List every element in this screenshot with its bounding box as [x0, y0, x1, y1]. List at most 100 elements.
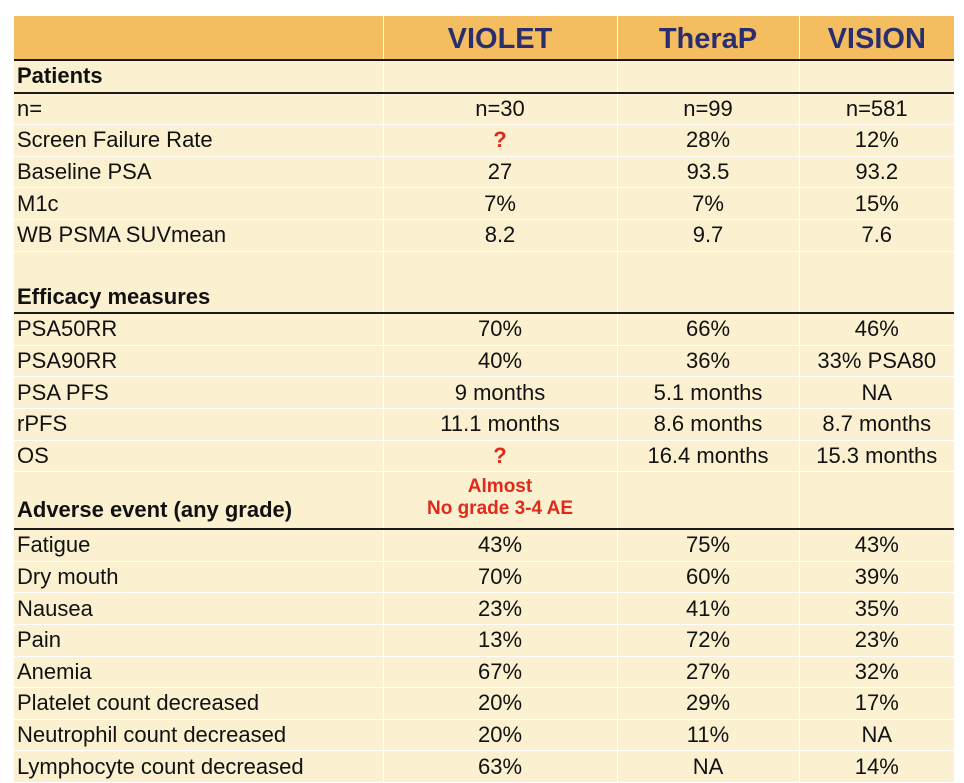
table-row: rPFS 11.1 months 8.6 months 8.7 months — [14, 408, 954, 441]
therap-value: 72% — [617, 624, 800, 657]
row-label: Neutrophil count decreased — [14, 719, 384, 752]
therap-value: 7% — [617, 187, 800, 220]
therap-value: 66% — [617, 313, 800, 346]
vision-value: NA — [799, 376, 954, 409]
empty-cell — [14, 251, 384, 282]
table-row: Pain 13% 72% 23% — [14, 624, 954, 657]
violet-value: 20% — [383, 687, 618, 720]
empty-cell — [617, 471, 800, 531]
violet-value: n=30 — [383, 92, 618, 126]
therap-value: 93.5 — [617, 156, 800, 189]
table-row: PSA PFS 9 months 5.1 months NA — [14, 376, 954, 409]
therap-value: 9.7 — [617, 219, 800, 252]
violet-value: 11.1 months — [383, 408, 618, 441]
empty-cell — [799, 251, 954, 282]
therap-value: 11% — [617, 719, 800, 752]
violet-value: 67% — [383, 656, 618, 689]
empty-cell — [799, 281, 954, 315]
vision-value: 39% — [799, 561, 954, 594]
therap-value: NA — [617, 750, 800, 783]
vision-value: 46% — [799, 313, 954, 346]
vision-value: 23% — [799, 624, 954, 657]
note-line-1: Almost — [467, 476, 533, 498]
empty-cell — [799, 60, 954, 94]
vision-value: 15.3 months — [799, 440, 954, 473]
violet-value: 9 months — [383, 376, 618, 409]
violet-value: 70% — [383, 561, 618, 594]
row-label: n= — [14, 92, 384, 126]
row-label: PSA50RR — [14, 313, 384, 346]
row-label: PSA90RR — [14, 345, 384, 378]
header-therap: TheraP — [617, 16, 800, 61]
therap-value: 8.6 months — [617, 408, 800, 441]
vision-value: 7.6 — [799, 219, 954, 252]
violet-value: 63% — [383, 750, 618, 783]
table-row: Dry mouth 70% 60% 39% — [14, 561, 954, 594]
vision-value: 32% — [799, 656, 954, 689]
empty-cell — [799, 471, 954, 531]
row-label: rPFS — [14, 408, 384, 441]
comparison-table: VIOLET TheraP VISION Patients n= n=30 n=99 n… — [14, 16, 954, 783]
therap-value: 27% — [617, 656, 800, 689]
violet-value: 13% — [383, 624, 618, 657]
table-row: Nausea 23% 41% 35% — [14, 592, 954, 625]
violet-value: 43% — [383, 529, 618, 562]
violet-value: ? — [383, 440, 618, 473]
header-violet: VIOLET — [383, 16, 618, 61]
row-label: OS — [14, 440, 384, 473]
vision-value: 8.7 months — [799, 408, 954, 441]
row-label: Nausea — [14, 592, 384, 625]
row-label: Anemia — [14, 656, 384, 689]
table-row: M1c 7% 7% 15% — [14, 187, 954, 220]
violet-value: 40% — [383, 345, 618, 378]
violet-value: 23% — [383, 592, 618, 625]
table-row: Platelet count decreased 20% 29% 17% — [14, 687, 954, 720]
empty-cell — [383, 251, 618, 282]
row-label: Dry mouth — [14, 561, 384, 594]
efficacy-section-title: Efficacy measures — [14, 281, 384, 315]
table-row: Baseline PSA 27 93.5 93.2 — [14, 156, 954, 189]
violet-ae-note: Almost No grade 3-4 AE — [383, 471, 618, 531]
violet-value: 7% — [383, 187, 618, 220]
vision-value: n=581 — [799, 92, 954, 126]
row-label: WB PSMA SUVmean — [14, 219, 384, 252]
empty-cell — [383, 60, 618, 94]
empty-cell — [617, 60, 800, 94]
violet-value: 70% — [383, 313, 618, 346]
therap-value: 75% — [617, 529, 800, 562]
vision-value: NA — [799, 719, 954, 752]
note-line-2: No grade 3-4 AE — [426, 498, 574, 520]
table-row: n= n=30 n=99 n=581 — [14, 92, 954, 126]
therap-value: 60% — [617, 561, 800, 594]
violet-value: ? — [383, 124, 618, 157]
header-row: VIOLET TheraP VISION — [14, 16, 954, 61]
header-vision: VISION — [799, 16, 954, 61]
patients-section-row: Patients — [14, 60, 954, 94]
therap-value: 36% — [617, 345, 800, 378]
therap-value: n=99 — [617, 92, 800, 126]
adverse-section-title: Adverse event (any grade) — [14, 471, 384, 531]
spacer-row — [14, 251, 954, 282]
table-row: PSA50RR 70% 66% 46% — [14, 313, 954, 346]
vision-value: 14% — [799, 750, 954, 783]
therap-value: 29% — [617, 687, 800, 720]
table-row: Neutrophil count decreased 20% 11% NA — [14, 719, 954, 752]
header-empty-cell — [14, 16, 384, 61]
therap-value: 5.1 months — [617, 376, 800, 409]
vision-value: 43% — [799, 529, 954, 562]
row-label: Lymphocyte count decreased — [14, 750, 384, 783]
row-label: PSA PFS — [14, 376, 384, 409]
violet-value: 27 — [383, 156, 618, 189]
therap-value: 41% — [617, 592, 800, 625]
vision-value: 93.2 — [799, 156, 954, 189]
table-row: PSA90RR 40% 36% 33% PSA80 — [14, 345, 954, 378]
violet-value: 8.2 — [383, 219, 618, 252]
row-label: Screen Failure Rate — [14, 124, 384, 157]
table-row: WB PSMA SUVmean 8.2 9.7 7.6 — [14, 219, 954, 252]
row-label: Platelet count decreased — [14, 687, 384, 720]
violet-value: 20% — [383, 719, 618, 752]
row-label: Pain — [14, 624, 384, 657]
empty-cell — [617, 281, 800, 315]
table-row: Lymphocyte count decreased 63% NA 14% — [14, 750, 954, 783]
row-label: Baseline PSA — [14, 156, 384, 189]
